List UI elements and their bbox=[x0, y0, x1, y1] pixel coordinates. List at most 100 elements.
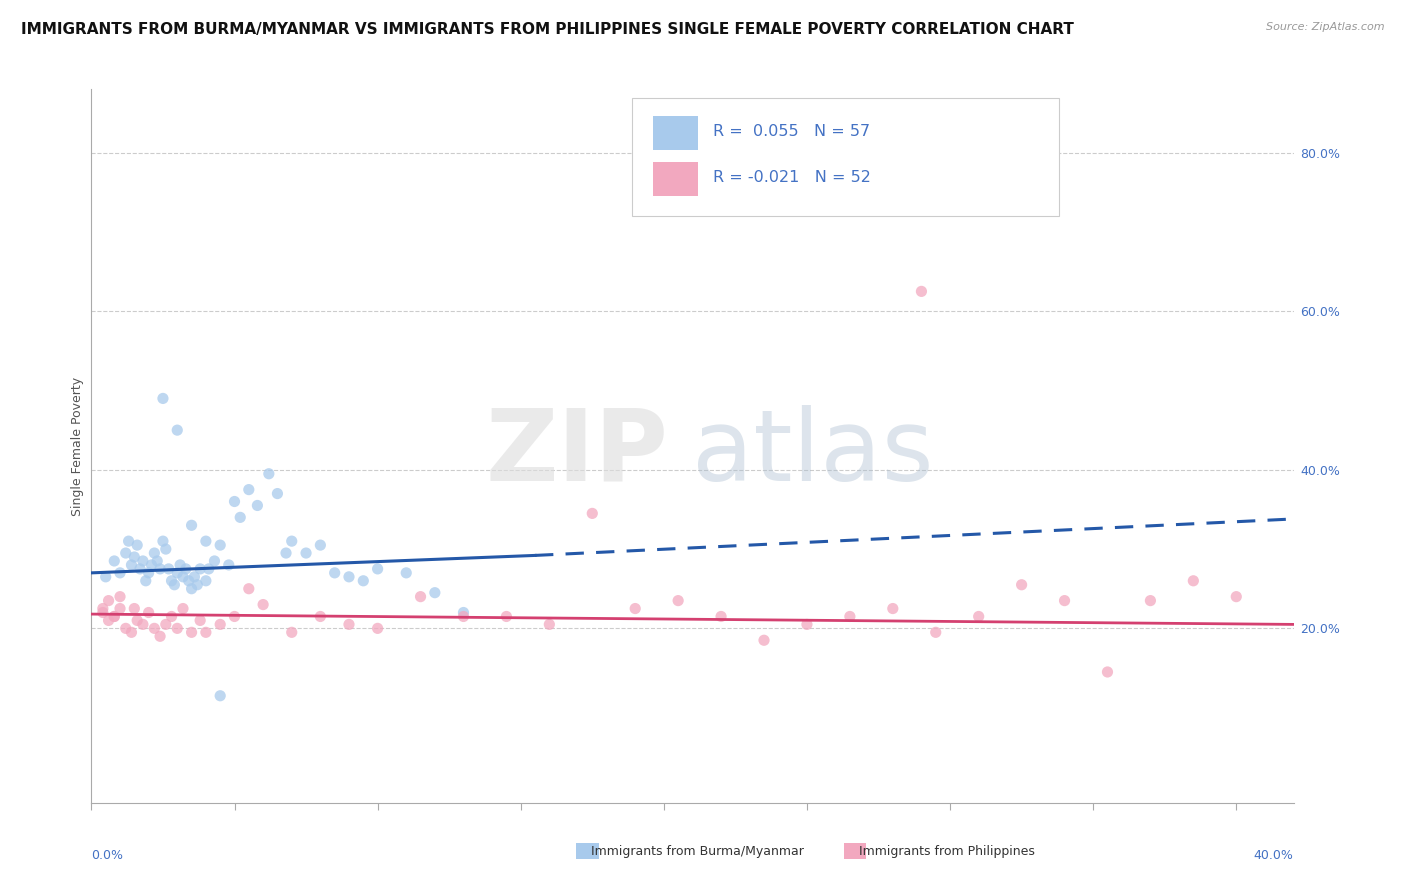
FancyBboxPatch shape bbox=[633, 98, 1059, 216]
Point bbox=[204, 554, 226, 568]
Point bbox=[117, 534, 139, 549]
Text: Immigrants from Philippines: Immigrants from Philippines bbox=[851, 846, 1035, 858]
Point bbox=[910, 285, 932, 299]
Point bbox=[367, 562, 389, 576]
Text: Immigrants from Burma/Myanmar: Immigrants from Burma/Myanmar bbox=[583, 846, 804, 858]
Point bbox=[108, 590, 131, 604]
Point bbox=[224, 494, 246, 508]
Point bbox=[143, 546, 166, 560]
Point bbox=[108, 566, 131, 580]
Point bbox=[238, 582, 260, 596]
Point bbox=[194, 534, 217, 549]
Point bbox=[114, 621, 136, 635]
Point bbox=[174, 562, 197, 576]
Point bbox=[194, 625, 217, 640]
Point bbox=[155, 617, 177, 632]
Point bbox=[624, 601, 647, 615]
Text: 40.0%: 40.0% bbox=[1254, 849, 1294, 863]
Point bbox=[209, 538, 232, 552]
Point bbox=[91, 601, 114, 615]
Point bbox=[132, 617, 155, 632]
Point bbox=[183, 570, 205, 584]
Point bbox=[257, 467, 280, 481]
Point bbox=[108, 601, 131, 615]
Point bbox=[882, 601, 904, 615]
Point bbox=[157, 562, 180, 576]
Y-axis label: Single Female Poverty: Single Female Poverty bbox=[72, 376, 84, 516]
Point bbox=[281, 534, 304, 549]
Point bbox=[149, 562, 172, 576]
Point bbox=[309, 538, 332, 552]
Point bbox=[252, 598, 274, 612]
Point bbox=[281, 625, 304, 640]
Text: IMMIGRANTS FROM BURMA/MYANMAR VS IMMIGRANTS FROM PHILIPPINES SINGLE FEMALE POVER: IMMIGRANTS FROM BURMA/MYANMAR VS IMMIGRA… bbox=[21, 22, 1074, 37]
Point bbox=[172, 601, 194, 615]
Point bbox=[152, 392, 174, 406]
Point bbox=[1182, 574, 1205, 588]
Point bbox=[1225, 590, 1247, 604]
Point bbox=[1097, 665, 1119, 679]
Point bbox=[309, 609, 332, 624]
Bar bbox=[652, 116, 699, 150]
Text: R = -0.021   N = 52: R = -0.021 N = 52 bbox=[713, 170, 870, 186]
Point bbox=[166, 566, 188, 580]
Point bbox=[138, 606, 160, 620]
Point bbox=[91, 606, 114, 620]
Point bbox=[218, 558, 240, 572]
Point bbox=[209, 617, 232, 632]
Point bbox=[796, 617, 818, 632]
Point bbox=[266, 486, 288, 500]
Point bbox=[666, 593, 689, 607]
Point bbox=[146, 554, 169, 568]
Point bbox=[538, 617, 561, 632]
Bar bbox=[576, 843, 599, 859]
Point bbox=[409, 590, 432, 604]
Point bbox=[967, 609, 990, 624]
Text: 0.0%: 0.0% bbox=[91, 849, 124, 863]
Point bbox=[238, 483, 260, 497]
Point bbox=[166, 423, 188, 437]
Point bbox=[152, 534, 174, 549]
Point bbox=[160, 574, 183, 588]
Point bbox=[169, 558, 191, 572]
Text: ZIP: ZIP bbox=[485, 405, 668, 501]
Point bbox=[323, 566, 346, 580]
Point bbox=[838, 609, 860, 624]
Point bbox=[129, 562, 152, 576]
Point bbox=[188, 562, 211, 576]
Point bbox=[209, 689, 232, 703]
Point bbox=[274, 546, 297, 560]
Point bbox=[160, 609, 183, 624]
Point bbox=[197, 562, 219, 576]
Point bbox=[337, 570, 360, 584]
Point bbox=[180, 625, 202, 640]
Point bbox=[103, 609, 125, 624]
Point bbox=[121, 625, 143, 640]
Point bbox=[1011, 578, 1033, 592]
Point bbox=[121, 558, 143, 572]
Point bbox=[229, 510, 252, 524]
Text: Source: ZipAtlas.com: Source: ZipAtlas.com bbox=[1267, 22, 1385, 32]
Point bbox=[367, 621, 389, 635]
Point bbox=[453, 606, 475, 620]
Point bbox=[180, 518, 202, 533]
Text: R =  0.055   N = 57: R = 0.055 N = 57 bbox=[713, 124, 870, 139]
Point bbox=[166, 621, 188, 635]
Point bbox=[177, 574, 200, 588]
Point bbox=[423, 585, 446, 599]
Point bbox=[103, 554, 125, 568]
Point bbox=[752, 633, 775, 648]
Point bbox=[352, 574, 374, 588]
Point bbox=[143, 621, 166, 635]
Point bbox=[94, 570, 117, 584]
Text: atlas: atlas bbox=[692, 405, 934, 501]
Point bbox=[186, 578, 208, 592]
Point bbox=[224, 609, 246, 624]
Point bbox=[295, 546, 318, 560]
Point bbox=[97, 593, 120, 607]
Point bbox=[172, 570, 194, 584]
Point bbox=[127, 538, 149, 552]
Point bbox=[246, 499, 269, 513]
Point bbox=[1139, 593, 1161, 607]
Point bbox=[710, 609, 733, 624]
